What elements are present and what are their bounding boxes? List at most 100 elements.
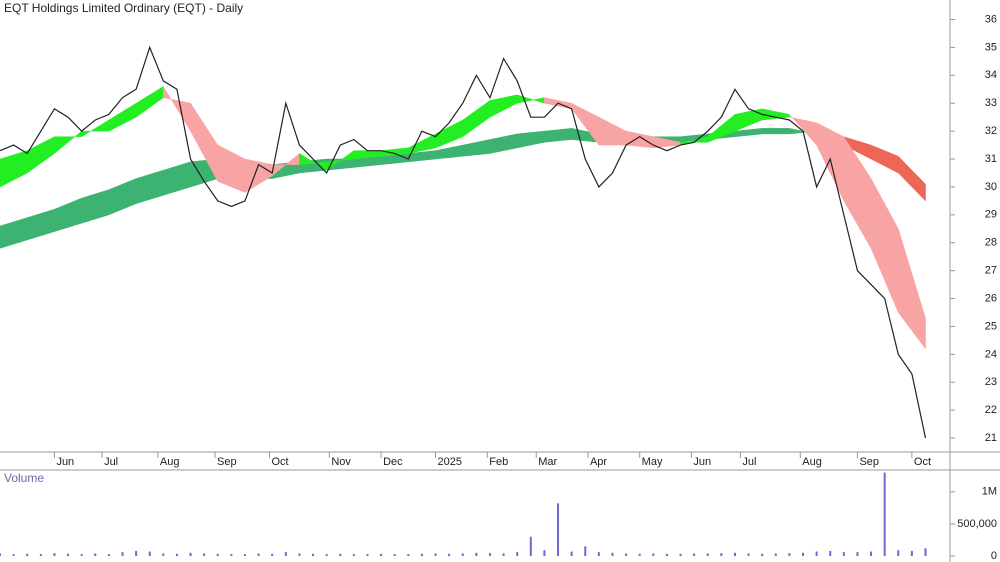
volume-bar <box>733 552 736 556</box>
chart-title: EQT Holdings Limited Ordinary (EQT) - Da… <box>4 1 243 15</box>
volume-bar <box>26 553 29 556</box>
volume-bar <box>121 552 124 556</box>
volume-bar <box>761 553 764 556</box>
volume-bar <box>679 553 682 556</box>
y-tick-label: 25 <box>985 320 997 332</box>
volume-bar <box>230 554 233 556</box>
volume-bar <box>870 551 873 556</box>
y-tick-label: 27 <box>985 265 997 277</box>
volume-bar <box>393 554 396 556</box>
volume-title: Volume <box>4 471 44 485</box>
x-tick-label: Sep <box>217 456 237 468</box>
volume-bar <box>883 472 886 556</box>
marks <box>0 45 927 556</box>
volume-bar <box>216 553 219 556</box>
x-tick-label: Jun <box>693 456 711 468</box>
volume-bar <box>325 554 328 556</box>
volume-bar <box>12 554 15 556</box>
volume-bar <box>203 553 206 556</box>
volume-bar <box>366 554 369 556</box>
volume-bar <box>597 552 600 556</box>
x-tick-label: Jul <box>104 456 118 468</box>
volume-bar <box>829 550 832 556</box>
volume-bar <box>380 553 383 556</box>
y-tick-label: 0 <box>991 550 997 562</box>
volume-bar <box>570 551 573 556</box>
y-tick-label: 36 <box>985 13 997 25</box>
volume-bar <box>312 553 315 556</box>
volume-bar <box>94 553 97 556</box>
volume-bar <box>135 550 138 556</box>
volume-bar <box>488 553 491 556</box>
volume-bar <box>53 553 56 556</box>
volume-bar <box>856 552 859 556</box>
volume-bar <box>584 546 587 556</box>
volume-bar <box>529 536 532 556</box>
y-tick-label: 35 <box>985 41 997 53</box>
x-tick-label: Jul <box>742 456 756 468</box>
volume-bar <box>175 553 178 556</box>
volume-bar <box>461 553 464 556</box>
ma-band <box>898 228 926 350</box>
volume-bar <box>693 553 696 556</box>
volume-bar <box>897 550 900 556</box>
volume-bar <box>747 553 750 556</box>
y-tick-label: 21 <box>985 432 997 444</box>
y-tick-label: 32 <box>985 125 997 137</box>
x-tick-label: Apr <box>590 456 607 468</box>
y-tick-label: 28 <box>985 237 997 249</box>
x-tick-label: Nov <box>331 456 351 468</box>
x-tick-label: Sep <box>859 456 879 468</box>
x-tick-label: Oct <box>271 456 288 468</box>
x-tick-label: Feb <box>489 456 508 468</box>
y-tick-label: 1M <box>982 486 997 498</box>
volume-bar <box>788 553 791 556</box>
volume-bar <box>665 553 668 556</box>
price-line <box>0 45 927 439</box>
volume-bar <box>706 553 709 556</box>
volume-bar <box>257 553 260 556</box>
volume-bar <box>625 553 628 556</box>
x-tick-label: Aug <box>802 456 822 468</box>
volume-bar <box>420 553 423 556</box>
volume-bar <box>557 503 560 556</box>
x-tick-label: Aug <box>160 456 180 468</box>
ma-band <box>898 155 926 202</box>
volume-bar <box>815 551 818 556</box>
volume-bar <box>352 554 355 556</box>
y-tick-label: 29 <box>985 209 997 221</box>
volume-bar <box>516 552 519 556</box>
y-tick-label: 24 <box>985 348 997 360</box>
volume-bar <box>448 553 451 556</box>
x-tick-label: Mar <box>538 456 557 468</box>
volume-bar <box>407 554 410 556</box>
volume-bar <box>611 552 614 556</box>
y-tick-label: 34 <box>985 69 997 81</box>
y-tick-label: 30 <box>985 181 997 193</box>
x-tick-label: May <box>642 456 663 468</box>
volume-bar <box>189 552 192 556</box>
volume-bar <box>271 553 274 556</box>
x-tick-label: Dec <box>383 456 403 468</box>
volume-bar <box>652 553 655 556</box>
y-tick-label: 26 <box>985 292 997 304</box>
volume-bar <box>924 548 927 556</box>
y-tick-label: 500,000 <box>957 518 997 530</box>
bands <box>0 85 926 350</box>
x-tick-label: Oct <box>914 456 931 468</box>
volume-bar <box>107 554 110 556</box>
volume-bar <box>543 550 546 556</box>
x-tick-label: Jun <box>56 456 74 468</box>
volume-bar <box>0 553 1 556</box>
y-tick-label: 23 <box>985 376 997 388</box>
volume-bar <box>148 551 151 556</box>
x-tick-label: 2025 <box>438 456 462 468</box>
volume-bar <box>339 553 342 556</box>
volume-bar <box>434 553 437 556</box>
volume-bar <box>638 553 641 556</box>
volume-bar <box>298 553 301 556</box>
ma-band <box>761 128 790 135</box>
volume-bar <box>243 554 246 556</box>
